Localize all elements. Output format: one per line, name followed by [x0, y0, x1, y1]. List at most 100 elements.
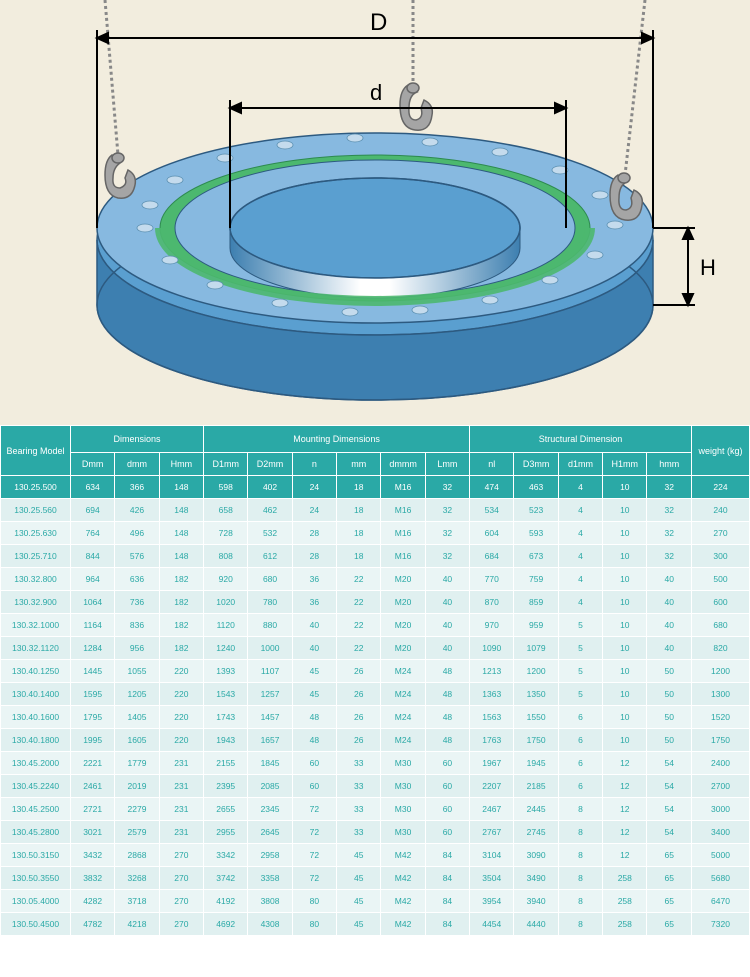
table-cell: 33 [337, 775, 381, 798]
table-cell: 770 [470, 568, 514, 591]
table-cell: 220 [159, 729, 203, 752]
table-cell: 4440 [514, 913, 558, 936]
header-H1mm: H1mm [603, 453, 647, 476]
table-cell: 1750 [692, 729, 750, 752]
table-cell: 600 [692, 591, 750, 614]
table-cell: 500 [692, 568, 750, 591]
header-mm: mm [337, 453, 381, 476]
table-cell: 270 [159, 913, 203, 936]
table-cell: 10 [603, 660, 647, 683]
table-cell: 593 [514, 522, 558, 545]
table-cell: 532 [248, 522, 292, 545]
table-cell: 32 [647, 476, 692, 499]
table-cell: 60 [425, 798, 469, 821]
table-cell: M42 [381, 844, 425, 867]
table-cell: 220 [159, 660, 203, 683]
table-cell: 2279 [115, 798, 159, 821]
table-cell: 26 [337, 683, 381, 706]
table-cell: 5000 [692, 844, 750, 867]
table-cell: 3104 [470, 844, 514, 867]
table-cell: 130.40.1400 [1, 683, 71, 706]
table-cell: 54 [647, 775, 692, 798]
table-cell: 130.25.500 [1, 476, 71, 499]
table-cell: 50 [647, 683, 692, 706]
table-row: 130.45.250027212279231265523457233M30602… [1, 798, 750, 821]
table-cell: 258 [603, 867, 647, 890]
header-dmm: dmm [115, 453, 159, 476]
bearing-table-container: Bearing Model Dimensions Mounting Dimens… [0, 425, 750, 936]
table-cell: 1563 [470, 706, 514, 729]
table-cell: 80 [292, 890, 336, 913]
header-dimensions: Dimensions [71, 426, 204, 453]
table-cell: 4282 [71, 890, 115, 913]
table-cell: 45 [337, 913, 381, 936]
table-cell: 2207 [470, 775, 514, 798]
table-cell: 72 [292, 844, 336, 867]
table-cell: 48 [425, 660, 469, 683]
table-cell: 3940 [514, 890, 558, 913]
table-cell: 300 [692, 545, 750, 568]
table-cell: 130.25.710 [1, 545, 71, 568]
table-cell: 40 [647, 568, 692, 591]
table-cell: 12 [603, 775, 647, 798]
table-cell: 18 [337, 476, 381, 499]
dim-D-label: D [370, 9, 387, 36]
table-cell: 45 [337, 844, 381, 867]
table-cell: 598 [204, 476, 248, 499]
table-cell: 12 [603, 821, 647, 844]
table-cell: 1457 [248, 706, 292, 729]
table-cell: 10 [603, 683, 647, 706]
table-cell: 12 [603, 752, 647, 775]
table-cell: 84 [425, 867, 469, 890]
table-cell: 231 [159, 821, 203, 844]
table-cell: 224 [692, 476, 750, 499]
table-cell: 7320 [692, 913, 750, 936]
table-cell: 728 [204, 522, 248, 545]
table-cell: 130.32.1000 [1, 614, 71, 637]
table-cell: 956 [115, 637, 159, 660]
table-row: 130.50.450047824218270469243088045M42844… [1, 913, 750, 936]
table-cell: 84 [425, 913, 469, 936]
table-cell: 33 [337, 821, 381, 844]
table-cell: 28 [292, 545, 336, 568]
table-cell: 182 [159, 591, 203, 614]
table-cell: 6 [558, 775, 602, 798]
table-cell: 1200 [692, 660, 750, 683]
table-cell: 65 [647, 913, 692, 936]
table-cell: 2955 [204, 821, 248, 844]
table-cell: 3490 [514, 867, 558, 890]
table-cell: 2185 [514, 775, 558, 798]
table-cell: 182 [159, 637, 203, 660]
dim-H-label: H [700, 255, 716, 280]
table-row: 130.50.315034322868270334229587245M42843… [1, 844, 750, 867]
table-cell: 474 [470, 476, 514, 499]
table-row: 130.40.125014451055220139311074526M24481… [1, 660, 750, 683]
table-cell: 496 [115, 522, 159, 545]
table-cell: 48 [292, 706, 336, 729]
table-cell: M30 [381, 775, 425, 798]
table-row: 130.05.400042823718270419238088045M42843… [1, 890, 750, 913]
table-cell: 4308 [248, 913, 292, 936]
table-cell: 32 [425, 545, 469, 568]
table-cell: 964 [71, 568, 115, 591]
table-cell: 4 [558, 545, 602, 568]
header-Hmm: Hmm [159, 453, 203, 476]
table-cell: M16 [381, 545, 425, 568]
table-cell: 10 [603, 568, 647, 591]
table-cell: 1520 [692, 706, 750, 729]
table-cell: 50 [647, 706, 692, 729]
table-cell: 1107 [248, 660, 292, 683]
table-row: 130.40.160017951405220174314574826M24481… [1, 706, 750, 729]
table-cell: 1657 [248, 729, 292, 752]
table-cell: 84 [425, 890, 469, 913]
table-cell: 10 [603, 637, 647, 660]
table-cell: 8 [558, 844, 602, 867]
table-cell: 2721 [71, 798, 115, 821]
table-cell: 836 [115, 614, 159, 637]
table-row: 130.25.5006343661485984022418M1632474463… [1, 476, 750, 499]
table-cell: 8 [558, 913, 602, 936]
table-cell: 22 [337, 568, 381, 591]
table-cell: 1750 [514, 729, 558, 752]
table-cell: 130.45.2500 [1, 798, 71, 821]
table-cell: 22 [337, 614, 381, 637]
